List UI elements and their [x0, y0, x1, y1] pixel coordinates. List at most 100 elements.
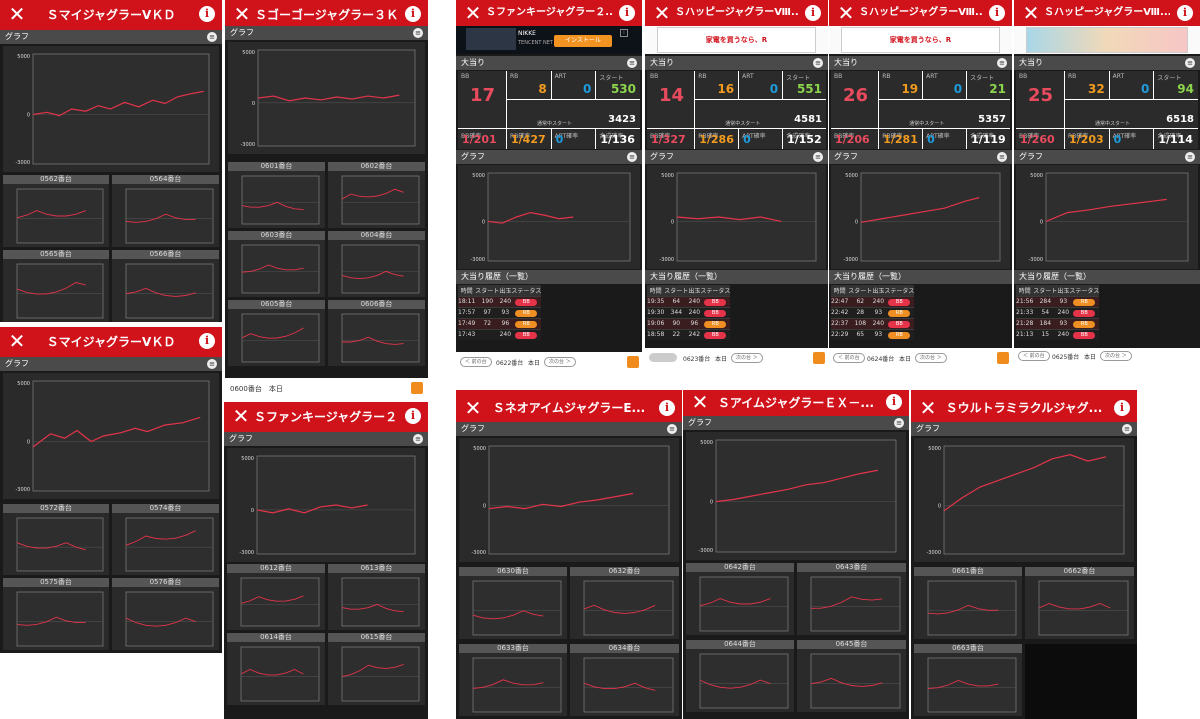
mini-graph[interactable]: 0645番台 [797, 640, 906, 712]
table-row[interactable]: 21:56 284 93 RB [1016, 295, 1100, 307]
info-icon[interactable]: i [619, 5, 635, 21]
mini-graph[interactable]: 0642番台 [686, 563, 794, 635]
table-row[interactable]: 21:28 184 93 RB [1016, 317, 1100, 329]
info-icon[interactable]: i [199, 333, 215, 349]
ad-banner[interactable]: NIKKE TENCENT NET インストール i [456, 26, 642, 54]
info-icon[interactable]: i [1177, 5, 1193, 21]
collapse-icon[interactable]: ≡ [1185, 152, 1195, 162]
next-unit-button[interactable]: 次の台 ＞ [1100, 351, 1132, 361]
mini-graph[interactable]: 0562番台 [3, 175, 109, 247]
table-row[interactable]: 22:47 62 240 BB [831, 295, 915, 307]
table-row[interactable]: 17:49 72 96 RB [458, 317, 542, 329]
mini-graph[interactable]: 0612番台 [227, 564, 325, 630]
table-row[interactable]: 22:37 108 240 BB [831, 317, 915, 329]
mini-graph[interactable]: 0603番台 [228, 231, 325, 297]
mini-graph[interactable]: 0604番台 [328, 231, 425, 297]
mini-graph[interactable]: 0634番台 [570, 644, 679, 716]
prev-unit-button[interactable] [649, 353, 677, 362]
info-icon[interactable]: i [405, 6, 421, 22]
mini-graph[interactable]: 0614番台 [227, 633, 325, 705]
close-icon[interactable]: ✕ [837, 1, 855, 25]
table-row[interactable]: 17:43 240 BB [458, 328, 542, 340]
mini-graph[interactable]: 0605番台 [228, 300, 325, 366]
mini-graph[interactable]: 0574番台 [112, 504, 219, 575]
mini-graph[interactable]: 0630番台 [459, 567, 567, 639]
info-icon[interactable]: i [405, 408, 421, 424]
mini-graph[interactable]: 0564番台 [112, 175, 219, 247]
collapse-icon[interactable]: ≡ [894, 418, 904, 428]
collapse-icon[interactable]: ≡ [413, 28, 423, 38]
next-unit-button[interactable]: 次の台 ＞ [731, 353, 763, 363]
close-icon[interactable]: ✕ [691, 390, 709, 414]
close-icon[interactable]: ✕ [233, 2, 251, 26]
collapse-icon[interactable]: ≡ [997, 152, 1007, 162]
mini-graph[interactable]: 0644番台 [686, 640, 794, 712]
mini-graph[interactable]: 0566番台 [112, 250, 219, 322]
table-row[interactable]: 18:11 190 240 BB [458, 295, 542, 307]
mini-graph[interactable]: 0632番台 [570, 567, 679, 639]
close-icon[interactable]: ✕ [1022, 1, 1040, 25]
table-row[interactable]: 21:33 54 240 BB [1016, 306, 1100, 318]
mini-graph[interactable]: 0606番台 [328, 300, 425, 366]
mini-graph[interactable]: 0601番台 [228, 162, 325, 228]
reserve-badge-icon[interactable] [411, 382, 423, 394]
prev-unit-button[interactable]: ＜ 前の台 [460, 357, 492, 367]
info-icon[interactable]: i [886, 394, 902, 410]
reserve-badge-icon[interactable] [627, 356, 639, 368]
mini-graph[interactable]: 0572番台 [3, 504, 109, 575]
ad-banner[interactable]: 家電を買うなら、R [645, 26, 828, 54]
mini-graph[interactable]: 0633番台 [459, 644, 567, 716]
table-row[interactable]: 19:06 90 96 RB [647, 317, 731, 329]
mini-graph[interactable]: 0602番台 [328, 162, 425, 228]
mini-graph[interactable]: 0662番台 [1025, 567, 1134, 639]
collapse-icon[interactable]: ≡ [1185, 58, 1195, 68]
close-icon[interactable]: ✕ [464, 1, 482, 25]
collapse-icon[interactable]: ≡ [997, 58, 1007, 68]
next-unit-button[interactable]: 次の台 ＞ [544, 357, 576, 367]
info-icon[interactable]: i [199, 6, 215, 22]
table-row[interactable]: 17:57 97 93 RB [458, 306, 542, 318]
collapse-icon[interactable]: ≡ [813, 58, 823, 68]
close-icon[interactable]: ✕ [8, 329, 26, 353]
collapse-icon[interactable]: ≡ [207, 359, 217, 369]
close-icon[interactable]: ✕ [232, 404, 250, 428]
table-row[interactable]: 21:13 15 240 BB [1016, 328, 1100, 340]
close-icon[interactable]: ✕ [919, 396, 937, 420]
table-row[interactable]: 19:35 64 240 BB [647, 295, 731, 307]
info-icon[interactable]: i [989, 5, 1005, 21]
ad-info-icon[interactable]: i [620, 29, 628, 37]
mini-graph[interactable]: 0663番台 [914, 644, 1022, 716]
mini-graph[interactable]: 0575番台 [3, 578, 109, 650]
mini-graph[interactable]: 0615番台 [328, 633, 425, 705]
close-icon[interactable]: ✕ [464, 396, 482, 420]
ad-banner[interactable]: 家電を買うなら、R [829, 26, 1012, 54]
ad-banner[interactable] [1014, 26, 1200, 54]
reserve-badge-icon[interactable] [813, 352, 825, 364]
close-icon[interactable]: ✕ [8, 2, 26, 26]
info-icon[interactable]: i [1114, 400, 1130, 416]
mini-graph[interactable]: 0643番台 [797, 563, 906, 635]
collapse-icon[interactable]: ≡ [627, 152, 637, 162]
prev-unit-button[interactable]: ＜ 前の台 [833, 353, 865, 363]
table-row[interactable]: 22:42 28 93 RB [831, 306, 915, 318]
close-icon[interactable]: ✕ [653, 1, 671, 25]
table-row[interactable]: 18:58 22 242 BB [647, 328, 731, 340]
prev-unit-button[interactable]: ＜ 前の台 [1018, 351, 1050, 361]
collapse-icon[interactable]: ≡ [1122, 424, 1132, 434]
next-unit-button[interactable]: 次の台 ＞ [915, 353, 947, 363]
collapse-icon[interactable]: ≡ [627, 58, 637, 68]
mini-graph[interactable]: 0613番台 [328, 564, 425, 630]
install-button[interactable]: インストール [554, 35, 612, 47]
reserve-badge-icon[interactable] [997, 352, 1009, 364]
table-row[interactable]: 22:29 65 93 RB [831, 328, 915, 340]
mini-graph[interactable]: 0565番台 [3, 250, 109, 322]
collapse-icon[interactable]: ≡ [667, 424, 677, 434]
info-icon[interactable]: i [659, 400, 675, 416]
mini-graph[interactable]: 0661番台 [914, 567, 1022, 639]
collapse-icon[interactable]: ≡ [413, 434, 423, 444]
table-row[interactable]: 19:30 344 240 BB [647, 306, 731, 318]
mini-graph[interactable]: 0576番台 [112, 578, 219, 650]
info-icon[interactable]: i [805, 5, 821, 21]
collapse-icon[interactable]: ≡ [813, 152, 823, 162]
collapse-icon[interactable]: ≡ [207, 32, 217, 42]
